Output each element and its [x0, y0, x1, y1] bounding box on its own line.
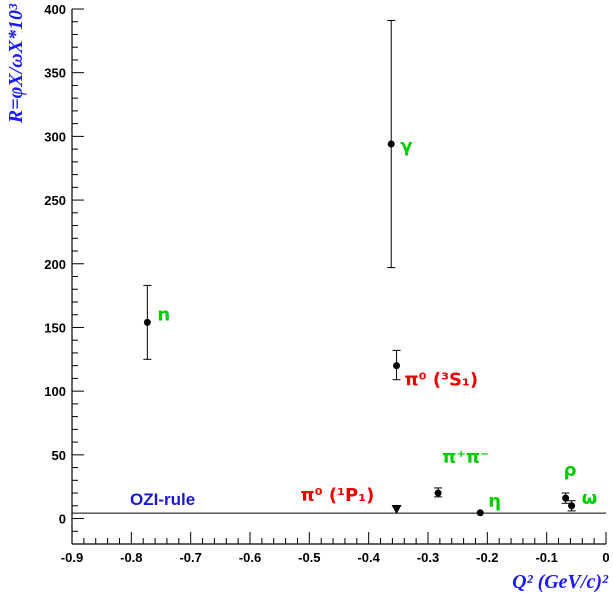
- x-tick-label: -0.8: [120, 550, 142, 565]
- y-tick-label: 250: [44, 193, 66, 208]
- y-tick-label: 400: [44, 2, 66, 17]
- data-point: [434, 489, 442, 497]
- y-tick-label: 200: [44, 257, 66, 272]
- x-tick-label: 0: [602, 550, 609, 565]
- x-axis-title: Q² (GeV/c)²: [512, 571, 609, 593]
- x-tick-label: -0.1: [535, 550, 557, 565]
- data-point-triangle: [391, 504, 402, 514]
- point-labels: n γ π⁰ (³S₁) π⁰ (¹P₁) π⁺π⁻ η ρω: [157, 136, 597, 512]
- x-tick-label: -0.9: [61, 550, 83, 565]
- x-tick-label: -0.4: [357, 550, 380, 565]
- y-tick-label: 300: [44, 129, 66, 144]
- data-point: [387, 140, 395, 148]
- point-label: ω: [582, 488, 598, 509]
- y-tick-label: 50: [52, 448, 66, 463]
- data-point: [143, 318, 151, 326]
- y-axis-title: R=φX/ωX*10³: [5, 3, 27, 124]
- data-point: [393, 362, 401, 370]
- ozi-rule-label: OZI-rule: [130, 490, 195, 509]
- y-tick-label: 350: [44, 66, 66, 81]
- x-tick-label: -0.7: [179, 550, 201, 565]
- ozi-rule-line-group: OZI-rule: [72, 490, 606, 514]
- x-tick-label: -0.6: [239, 550, 261, 565]
- data-point: [562, 494, 570, 502]
- x-tick-label: -0.2: [476, 550, 498, 565]
- data-points: [143, 19, 576, 517]
- y-tick-label: 150: [44, 320, 66, 335]
- y-tick-label: 0: [59, 512, 66, 527]
- point-label: ρ: [564, 460, 577, 481]
- point-label: π⁺π⁻: [442, 447, 489, 468]
- point-label: γ: [400, 136, 412, 157]
- point-label: η: [488, 491, 501, 512]
- point-label: n: [157, 304, 170, 325]
- x-tick-label: -0.3: [417, 550, 439, 565]
- data-point: [476, 509, 484, 517]
- point-label: π⁰ (¹P₁): [301, 485, 375, 506]
- x-tick-label: -0.5: [298, 550, 320, 565]
- y-tick-label: 100: [44, 384, 66, 399]
- point-label: π⁰ (³S₁): [405, 370, 479, 391]
- data-point: [568, 502, 576, 510]
- plot-frame: 0 50 100 150 200 250 300 350 400 -0.9 -0.8 -0.7 -0.6…: [44, 2, 609, 565]
